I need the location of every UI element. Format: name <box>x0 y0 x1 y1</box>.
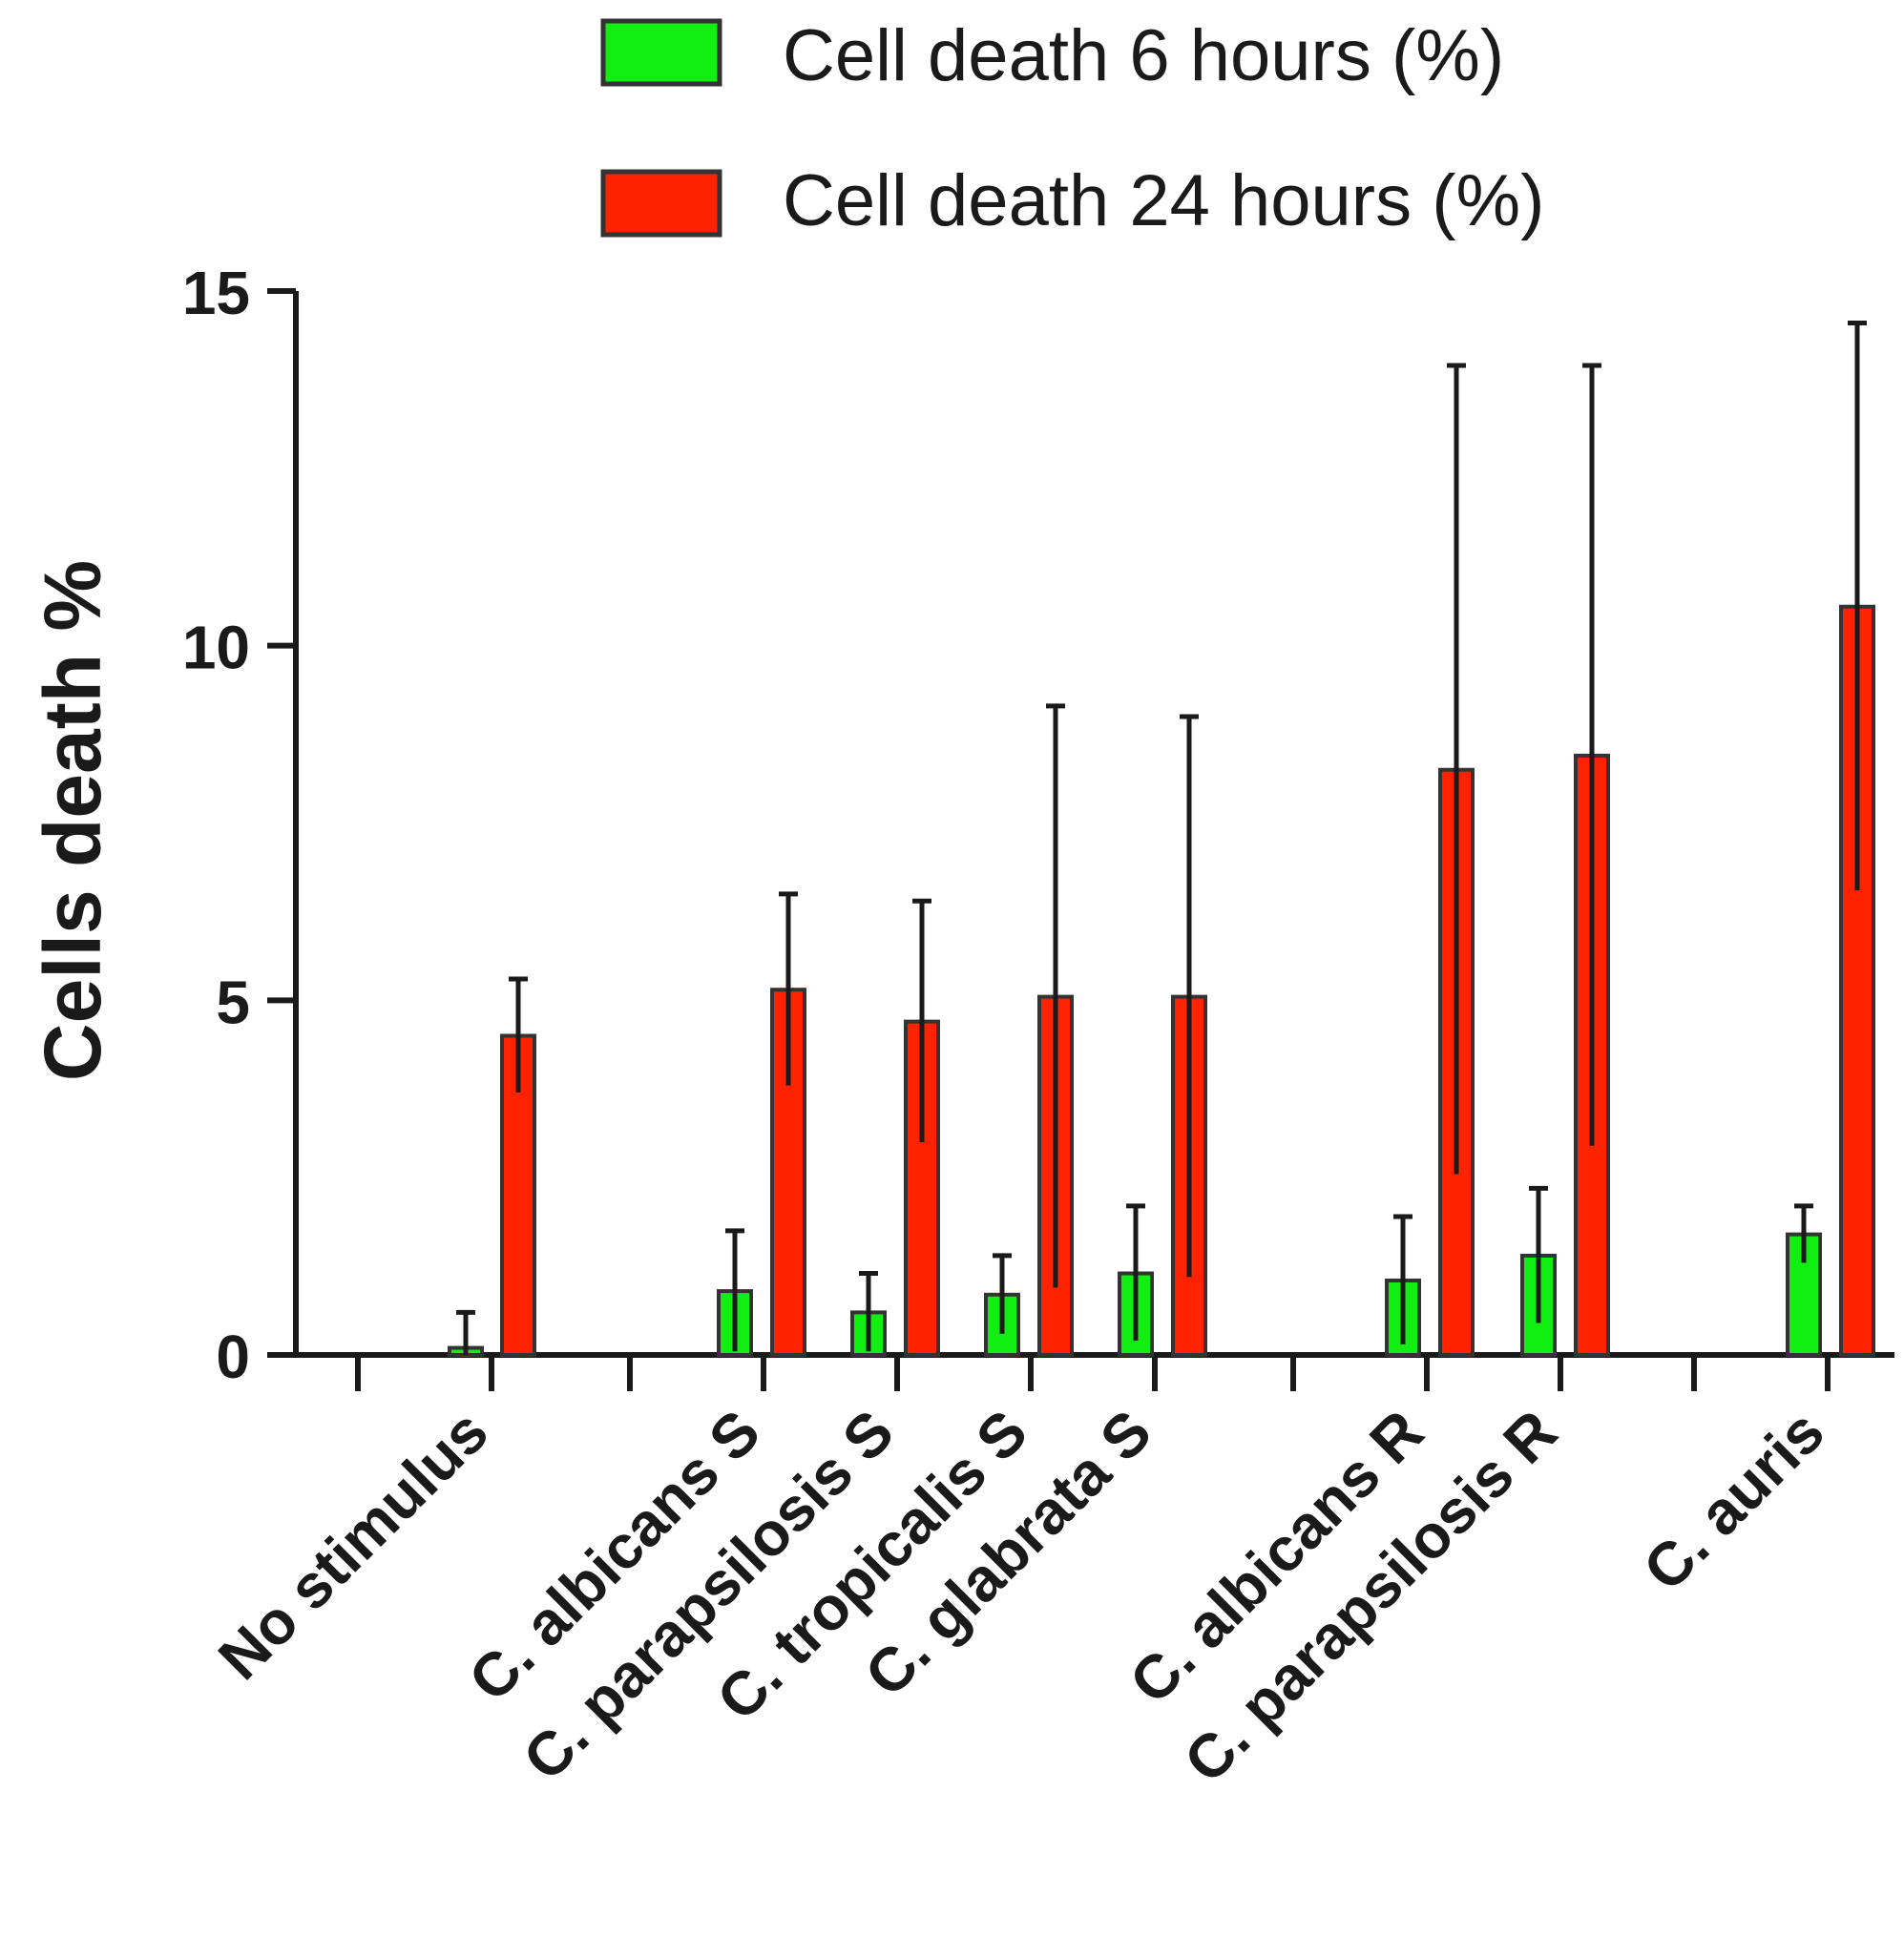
y-tick-label: 5 <box>216 968 250 1036</box>
y-tick-label: 0 <box>216 1323 250 1391</box>
bars <box>448 604 1875 1358</box>
legend-label-24-hours: Cell death 24 hours (%) <box>783 160 1544 241</box>
x-category-label: No stimulus <box>205 1397 501 1693</box>
legend-swatch-6-hours <box>600 18 722 87</box>
y-axis-label: Cells death % <box>28 560 117 1081</box>
y-tick-label: 15 <box>182 259 250 327</box>
y-tick-label: 10 <box>182 614 250 682</box>
axes: 0 5 10 15 <box>182 259 1894 1391</box>
legend-swatch-24-hours <box>600 169 722 238</box>
error-bars <box>456 320 1867 1355</box>
legend: Cell death 6 hours (%) Cell death 24 hou… <box>600 15 1544 241</box>
legend-label-6-hours: Cell death 6 hours (%) <box>783 15 1504 96</box>
x-category-label: C. auris <box>1630 1397 1837 1604</box>
